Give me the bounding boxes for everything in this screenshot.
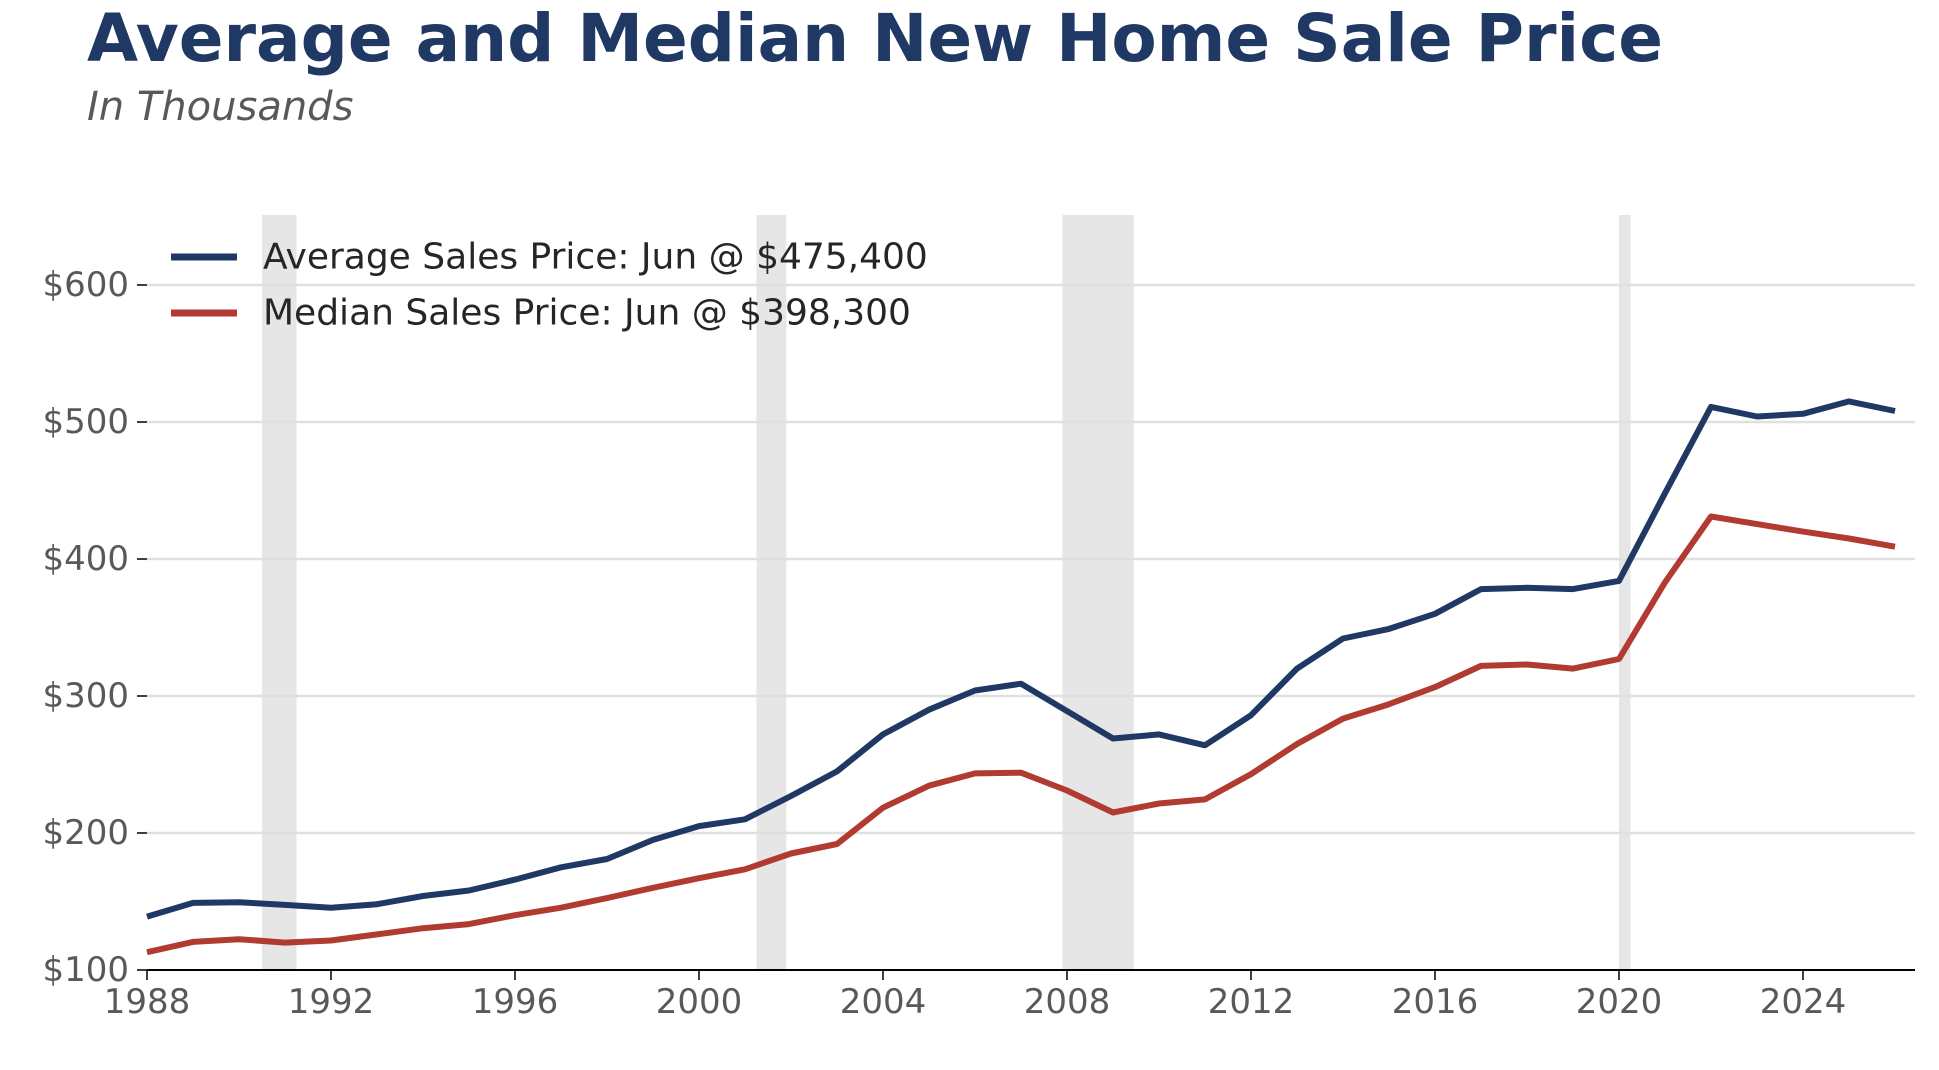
series-line-0 <box>146 398 1896 920</box>
x-tick-label-1: 1992 <box>288 982 375 1022</box>
recession-band-1 <box>756 215 787 970</box>
y-tick-label-0: $100 <box>42 950 129 990</box>
axes: $100 $200 $300 $400 $500 $600 1988 1992 1996 2000… <box>42 265 1915 1022</box>
recession-band-0 <box>262 215 297 970</box>
x-tick-label-4: 2004 <box>840 982 927 1022</box>
x-tick-label-2: 1996 <box>472 982 559 1022</box>
y-tick-label-3: $400 <box>42 539 129 579</box>
x-tick-label-9: 2024 <box>1760 982 1847 1022</box>
x-tick-label-0: 1988 <box>104 982 191 1022</box>
legend-label-0: Average Sales Price: Jun @ $475,400 <box>263 237 928 278</box>
recession-bands <box>262 215 1631 970</box>
y-tick-label-4: $500 <box>42 402 129 442</box>
y-tick-label-1: $200 <box>42 813 129 853</box>
x-tick-label-3: 2000 <box>656 982 743 1022</box>
recession-band-2 <box>1062 215 1134 970</box>
legend: Average Sales Price: Jun @ $475,400 Media… <box>171 237 928 334</box>
x-tick-label-6: 2012 <box>1208 982 1295 1022</box>
series-line-1 <box>146 513 1896 956</box>
x-tick-label-5: 2008 <box>1024 982 1111 1022</box>
chart-title: Average and Median New Home Sale Price <box>87 0 1664 77</box>
legend-label-1: Median Sales Price: Jun @ $398,300 <box>263 293 911 334</box>
y-tick-label-5: $600 <box>42 265 129 305</box>
y-tick-label-2: $300 <box>42 676 129 716</box>
series-lines <box>146 398 1896 956</box>
gridlines <box>147 283 1915 835</box>
x-tick-label-8: 2020 <box>1576 982 1663 1022</box>
x-tick-label-7: 2016 <box>1392 982 1479 1022</box>
recession-band-3 <box>1619 215 1631 970</box>
chart-subtitle: In Thousands <box>87 84 354 130</box>
